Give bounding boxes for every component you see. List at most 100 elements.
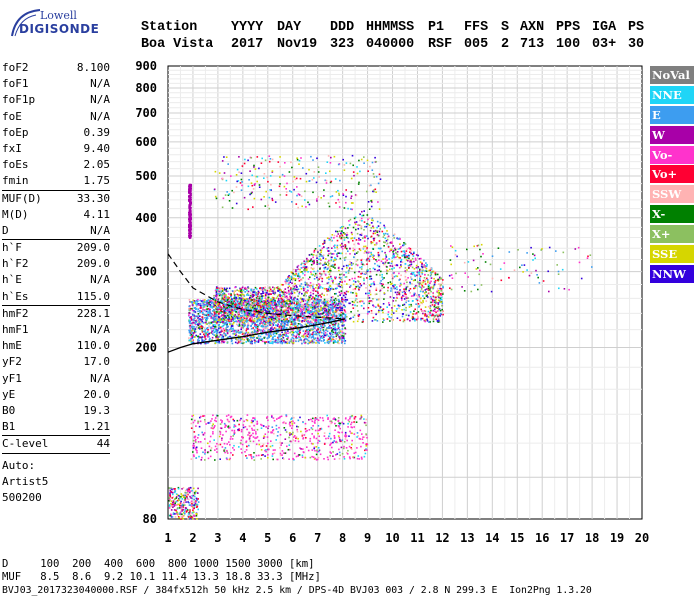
echo-point [250, 336, 253, 339]
echo-point [217, 308, 219, 311]
echo-point [198, 321, 200, 323]
echo-point [188, 307, 190, 310]
echo-point [200, 319, 203, 321]
echo-point [218, 342, 221, 344]
echo-point [236, 299, 239, 302]
echo-point [261, 340, 264, 343]
echo-point [315, 329, 318, 332]
echo-point [304, 330, 307, 332]
echo-point [312, 289, 315, 292]
echo-point [284, 295, 287, 298]
echo-point [330, 335, 332, 337]
echo-point [204, 321, 207, 324]
echo-point [391, 257, 394, 259]
echo-point [312, 328, 314, 331]
echo-point [196, 299, 198, 302]
echo-point [251, 310, 254, 312]
echo-point [439, 297, 442, 299]
echo-point [230, 302, 232, 304]
echo-point [214, 289, 217, 292]
echo-point [293, 318, 295, 321]
echo-point [274, 310, 276, 313]
echo-point [217, 336, 220, 339]
echo-point [372, 232, 375, 235]
echo-point [351, 277, 354, 280]
echo-point [408, 303, 410, 306]
echo-point [293, 317, 295, 320]
echo-point [284, 330, 287, 333]
echo-point [297, 275, 299, 277]
echo-point [283, 291, 285, 293]
echo-point [323, 263, 326, 265]
echo-point [414, 287, 417, 289]
echo-point [334, 250, 336, 252]
echo-point [244, 306, 246, 308]
echo-point [420, 287, 423, 289]
echo-point [341, 226, 343, 228]
echo-point [418, 273, 421, 276]
echo-point [327, 340, 329, 343]
echo-point [212, 316, 214, 319]
x-tick-label: 4 [239, 531, 246, 545]
echo-point [326, 282, 329, 285]
echo-point [260, 312, 263, 314]
echo-point [324, 309, 326, 312]
echo-point [333, 245, 335, 247]
echo-point [284, 341, 287, 343]
echo-point [400, 274, 402, 277]
echo-point [278, 287, 281, 290]
echo-point [439, 299, 442, 301]
echo-point [268, 293, 271, 295]
echo-point [363, 273, 366, 275]
echo-point [277, 309, 279, 312]
echo-point [287, 279, 290, 281]
echo-point [231, 323, 234, 325]
echo-point [339, 305, 341, 307]
echo-point [311, 289, 314, 291]
echo-point [236, 298, 239, 301]
echo-point [357, 285, 359, 287]
echo-point [238, 315, 240, 318]
echo-point [271, 312, 273, 315]
echo-point [383, 234, 386, 236]
echo-point [345, 264, 348, 267]
echo-point [239, 337, 242, 339]
echo-point [376, 269, 379, 272]
echo-point [395, 275, 397, 277]
echo-point [319, 327, 322, 330]
echo-point [216, 296, 218, 298]
echo-point [206, 302, 209, 304]
echo-point [372, 248, 375, 250]
echo-point [432, 299, 434, 302]
echo-point [217, 329, 219, 331]
echo-point [344, 292, 346, 295]
echo-point [338, 339, 341, 341]
echo-point [245, 341, 248, 343]
echo-point [316, 284, 318, 287]
echo-point [269, 304, 271, 306]
echo-point [441, 308, 443, 311]
echo-point [215, 290, 218, 293]
echo-point [325, 308, 328, 311]
echo-point [221, 340, 224, 343]
echo-point [324, 325, 326, 327]
echo-point [271, 331, 274, 334]
echo-point [345, 256, 347, 259]
echo-point [388, 316, 390, 318]
echo-point [301, 292, 303, 295]
echo-point [202, 304, 204, 306]
echo-point [291, 336, 294, 339]
echo-point [230, 315, 233, 318]
echo-point [246, 301, 248, 303]
echo-point [331, 310, 334, 312]
echo-point [337, 327, 340, 330]
echo-point [311, 323, 313, 326]
echo-point [259, 299, 261, 302]
echo-point [344, 342, 346, 345]
echo-point [422, 266, 425, 268]
echo-point [188, 299, 191, 301]
echo-point [348, 242, 350, 244]
echo-point [269, 317, 272, 319]
echo-point [291, 302, 293, 305]
